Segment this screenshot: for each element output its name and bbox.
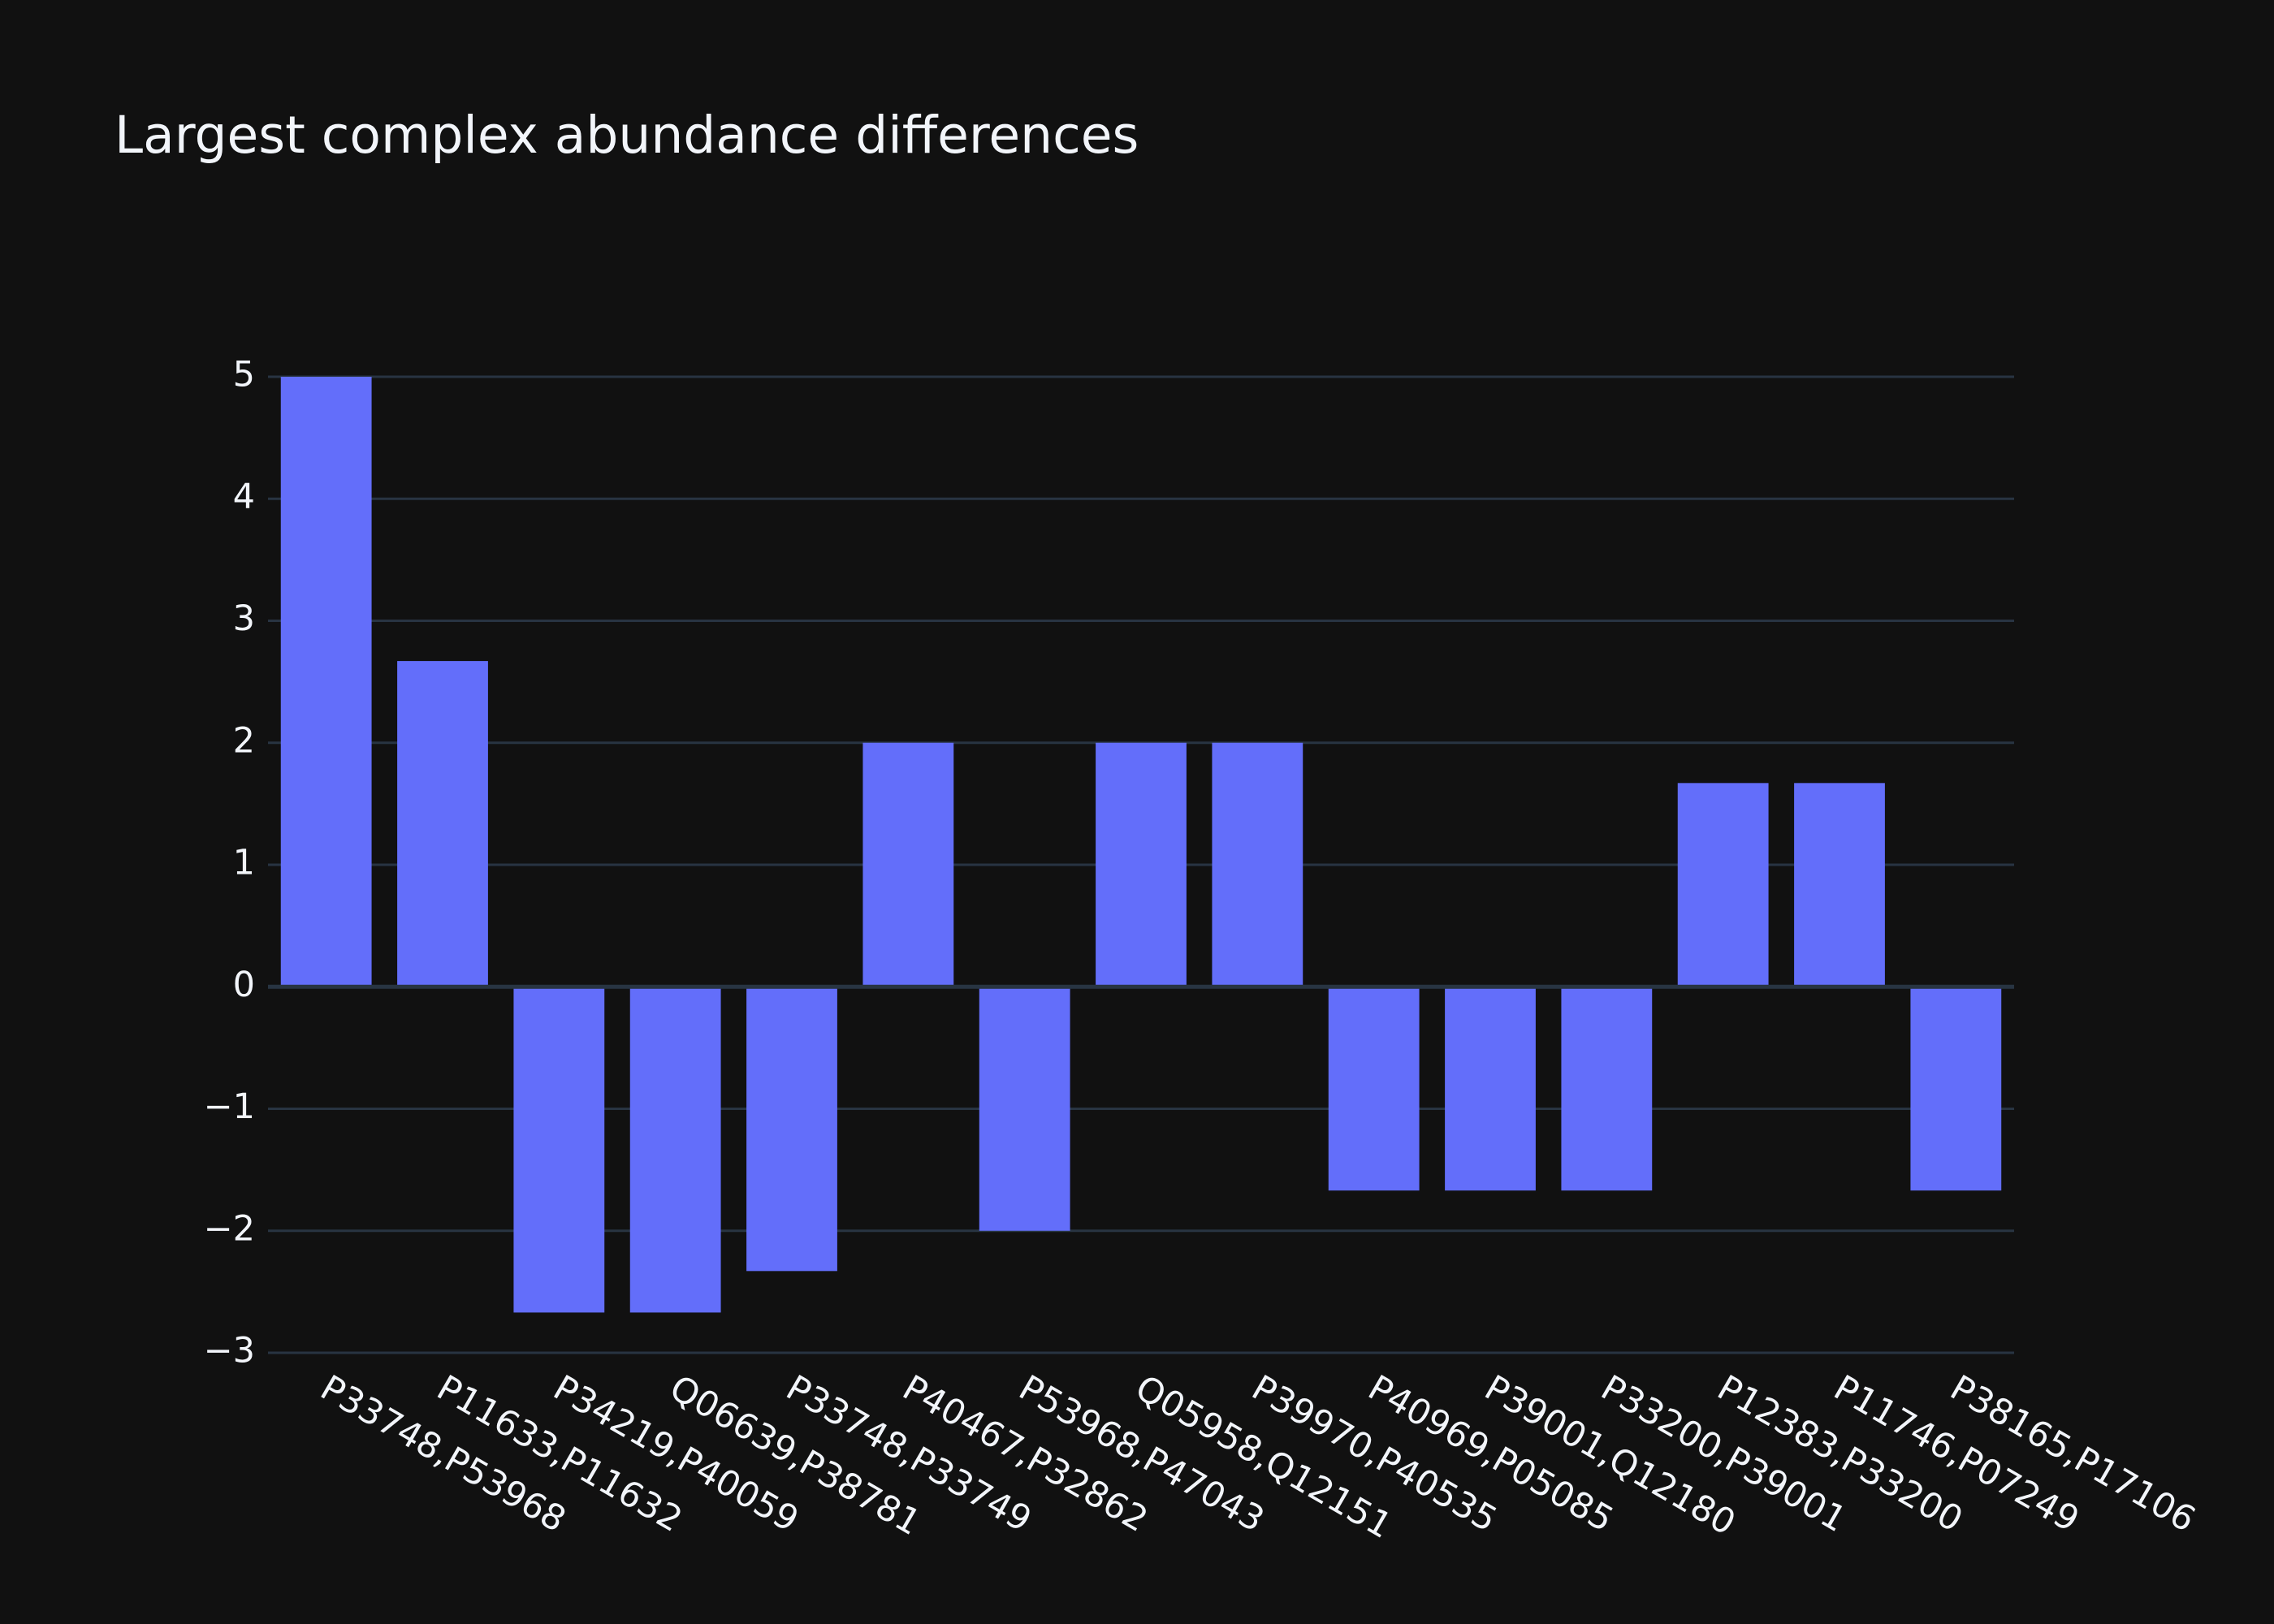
x-axis-ticks: P33748,P53968P11633,P11632P34219,P40059Q… xyxy=(313,1367,2202,1547)
bar xyxy=(1328,987,1420,1191)
bar xyxy=(1561,987,1653,1191)
bar xyxy=(629,987,721,1313)
y-tick-label: −2 xyxy=(204,1208,255,1249)
bar xyxy=(397,661,488,987)
y-tick-label: −1 xyxy=(204,1086,255,1127)
bar xyxy=(1212,742,1303,987)
y-tick-label: −3 xyxy=(204,1331,255,1371)
bar xyxy=(1096,742,1187,987)
y-tick-label: 1 xyxy=(233,843,255,883)
y-tick-label: 3 xyxy=(233,598,255,639)
y-tick-label: 5 xyxy=(233,355,255,395)
bar xyxy=(513,987,605,1313)
y-tick-label: 2 xyxy=(233,720,255,761)
bar xyxy=(280,377,372,987)
bar xyxy=(746,987,837,1272)
bar xyxy=(862,742,954,987)
y-tick-label: 0 xyxy=(233,965,255,1005)
bar xyxy=(1910,987,2002,1191)
chart-title: Largest complex abundance differences xyxy=(115,106,1139,165)
bar xyxy=(1794,783,1885,987)
bar xyxy=(1445,987,1536,1191)
bar xyxy=(979,987,1070,1231)
bars xyxy=(280,377,2002,1313)
bar xyxy=(1677,783,1769,987)
y-tick-label: 4 xyxy=(233,477,255,517)
y-axis-ticks: 5 4 3 2 1 0 −1 −2 −3 xyxy=(204,355,255,1371)
